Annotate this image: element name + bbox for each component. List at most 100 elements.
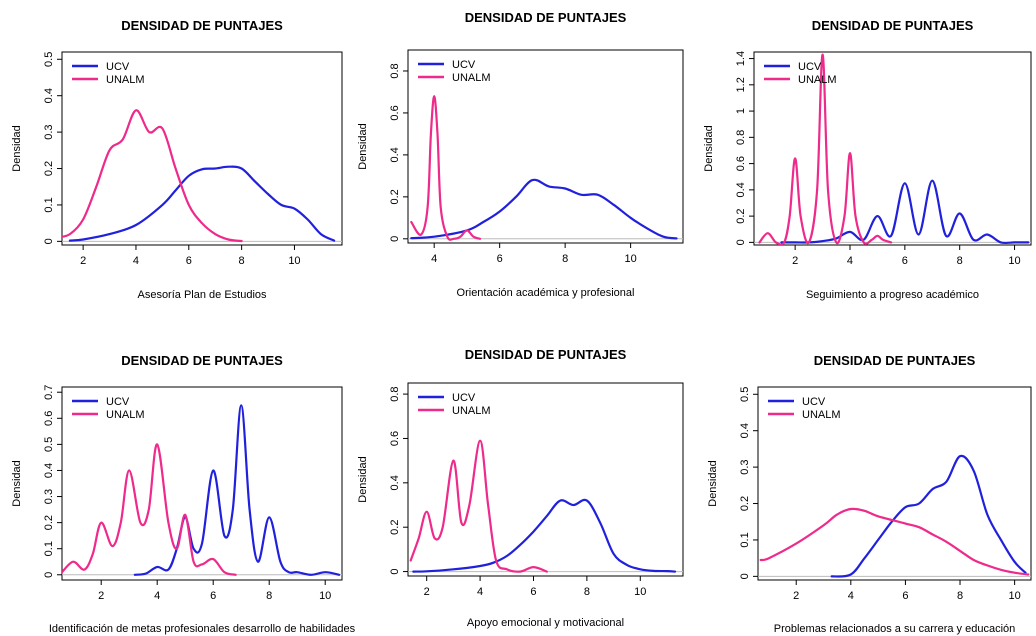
y-tick-label: 0.4 <box>735 182 747 197</box>
y-tick-label: 0.1 <box>739 532 751 547</box>
y-tick-label: 0.2 <box>43 161 55 176</box>
x-tick-label: 6 <box>902 590 908 602</box>
x-tick-label: 4 <box>477 586 483 598</box>
y-tick-label: 0.5 <box>43 52 55 67</box>
series-line-unalm <box>62 443 237 576</box>
y-tick-label: 0 <box>43 238 55 244</box>
x-tick-label: 4 <box>431 253 437 265</box>
y-tick-label: 1.4 <box>735 51 747 66</box>
plot-frame <box>61 51 343 246</box>
chart-title: DENSIDAD DE PUNTAJES <box>812 18 974 33</box>
x-tick-label: 10 <box>1008 590 1020 602</box>
chart-title: DENSIDAD DE PUNTAJES <box>465 347 627 362</box>
x-tick-label: 10 <box>634 586 646 598</box>
series-line-unalm <box>62 109 243 243</box>
x-tick-label: 6 <box>186 255 192 267</box>
x-tick-label: 2 <box>792 255 798 267</box>
y-tick-label: 0.7 <box>43 385 55 400</box>
y-tick-label: 0.6 <box>735 156 747 171</box>
series-line-ucv <box>410 178 678 240</box>
x-tick-label: 6 <box>210 590 216 602</box>
y-tick-label: 0 <box>389 236 401 242</box>
legend-label: UCV <box>106 396 130 408</box>
x-tick-label: 8 <box>957 590 963 602</box>
y-tick-label: 0.5 <box>43 437 55 452</box>
series-line-unalm <box>758 53 893 245</box>
y-tick-label: 0.2 <box>389 189 401 204</box>
y-tick-label: 0.3 <box>43 124 55 139</box>
chart-panel-4: DENSIDAD DE PUNTAJES 2 4 6 8 10 0 0.1 0.2 0.3 0.4 0… <box>11 353 356 635</box>
x-axis-label: Seguimiento a progreso académico <box>806 289 979 301</box>
y-tick-label: 0.8 <box>389 63 401 78</box>
y-tick-label: 0.3 <box>43 489 55 504</box>
y-axis-label: Densidad <box>703 125 715 171</box>
y-axis-label: Densidad <box>357 123 369 169</box>
x-tick-label: 8 <box>584 586 590 598</box>
x-tick-label: 10 <box>1008 255 1020 267</box>
x-tick-label: 8 <box>957 255 963 267</box>
y-axis-label: Densidad <box>11 460 23 506</box>
plot-frame <box>753 51 1032 246</box>
y-tick-label: 0.8 <box>735 130 747 145</box>
x-axis-label: Identificación de metas profesionales de… <box>49 623 356 635</box>
y-axis-label: Densidad <box>11 125 23 171</box>
chart-panel-6: DENSIDAD DE PUNTAJES 2 4 6 8 10 0 0.1 0.2 0.3 0.4 0… <box>707 353 1032 635</box>
x-tick-label: 10 <box>288 255 300 267</box>
series-line-ucv <box>133 404 341 576</box>
x-tick-label: 4 <box>133 255 139 267</box>
x-tick-label: 4 <box>154 590 160 602</box>
series-line-unalm <box>409 439 548 573</box>
x-axis-label: Problemas relacionados a su carrera y ed… <box>774 623 1016 635</box>
legend-label: UCV <box>106 61 130 73</box>
y-tick-label: 0.6 <box>389 105 401 120</box>
chart-panel-2: DENSIDAD DE PUNTAJES 4 6 8 10 0 0.2 0.4 0.6 0.8 Or… <box>357 10 684 299</box>
y-tick-label: 0.1 <box>43 197 55 212</box>
y-tick-label: 0.4 <box>389 475 401 490</box>
plot-frame <box>407 382 684 577</box>
chart-panel-3: DENSIDAD DE PUNTAJES 2 4 6 8 10 0 0.2 0.4 0.6 0.8 1… <box>703 18 1032 301</box>
legend-label: UCV <box>452 392 476 404</box>
y-tick-label: 0.2 <box>739 496 751 511</box>
legend-label: UCV <box>798 61 822 73</box>
y-tick-label: 0.1 <box>43 541 55 556</box>
chart-title: DENSIDAD DE PUNTAJES <box>121 353 283 368</box>
y-tick-label: 0.4 <box>43 463 55 478</box>
x-tick-label: 8 <box>239 255 245 267</box>
x-tick-label: 2 <box>793 590 799 602</box>
y-tick-label: 0.4 <box>389 147 401 162</box>
series-line-ucv <box>830 454 1027 578</box>
y-tick-label: 0.2 <box>735 208 747 223</box>
chart-title: DENSIDAD DE PUNTAJES <box>814 353 976 368</box>
plot-frame <box>61 386 343 581</box>
x-tick-label: 4 <box>847 255 853 267</box>
plot-frame <box>757 386 1032 581</box>
series-line-ucv <box>780 179 1030 245</box>
series-line-unalm <box>410 95 482 241</box>
x-tick-label: 8 <box>562 253 568 265</box>
x-tick-label: 6 <box>530 586 536 598</box>
y-tick-label: 0 <box>739 573 751 579</box>
y-tick-label: 1.2 <box>735 77 747 92</box>
x-axis-label: Apoyo emocional y motivacional <box>467 617 624 629</box>
y-axis-label: Densidad <box>707 460 719 506</box>
legend-label: UNALM <box>106 74 145 86</box>
y-tick-label: 0.4 <box>739 423 751 438</box>
y-tick-label: 0 <box>389 569 401 575</box>
chart-title: DENSIDAD DE PUNTAJES <box>465 10 627 25</box>
legend-label: UCV <box>802 396 826 408</box>
x-tick-label: 6 <box>497 253 503 265</box>
legend-label: UNALM <box>106 409 145 421</box>
y-tick-label: 0.6 <box>389 431 401 446</box>
series-line-ucv <box>412 498 677 573</box>
x-tick-label: 6 <box>902 255 908 267</box>
legend-label: UNALM <box>452 72 491 84</box>
chart-panel-1: DENSIDAD DE PUNTAJES 2 4 6 8 10 0 0.1 0.2 0.3 0.4 0… <box>11 18 343 301</box>
y-tick-label: 0.4 <box>43 88 55 103</box>
y-tick-label: 0.6 <box>43 411 55 426</box>
